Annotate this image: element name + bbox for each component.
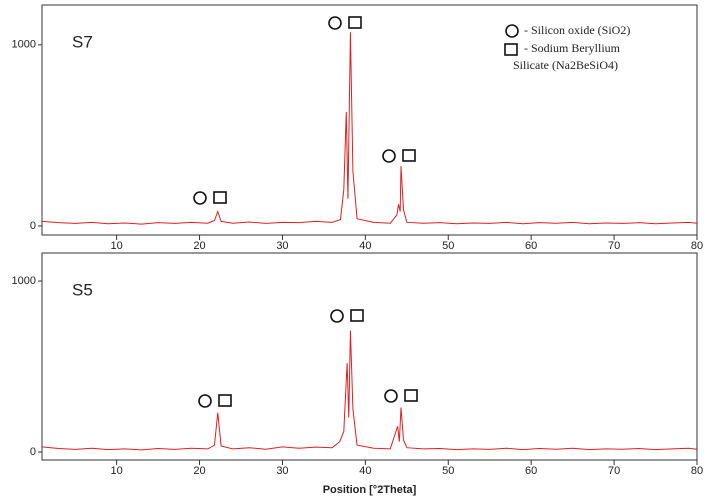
x-tick-label: 40 [359,240,371,252]
data-line [41,32,698,225]
x-tick-label: 30 [276,240,288,252]
panel-label: S5 [72,280,93,299]
x-tick-label: 50 [442,465,454,477]
y-tick-label: 0 [30,220,36,232]
x-tick-label: 10 [110,465,122,477]
data-line [41,330,698,451]
x-tick-label: 20 [193,465,205,477]
x-tick-label: 70 [608,465,620,477]
x-tick-label: 30 [276,465,288,477]
x-tick-label: 20 [193,240,205,252]
panel-label: S7 [72,32,93,51]
legend-text: - Sodium Beryllium [524,41,621,55]
peak-symbols [193,16,519,408]
x-tick-label: 40 [359,465,371,477]
x-axis-label: Position [°2Theta] [323,484,417,496]
x-tick-label: 60 [525,240,537,252]
y-tick-label: 0 [30,446,36,458]
x-tick-label: 70 [608,240,620,252]
legend-text: Silicate (Na2BeSiO4) [513,58,618,72]
x-tick-label: 80 [691,465,703,477]
legend-text: - Silicon oxide (SiO2) [524,23,630,37]
x-tick-label: 50 [442,240,454,252]
x-tick-label: 60 [525,465,537,477]
plot-frame [41,252,698,461]
x-tick-label: 10 [110,240,122,252]
x-tick-label: 80 [691,240,703,252]
plot-frame [41,4,698,236]
y-tick-label: 1000 [12,275,36,287]
y-tick-label: 1000 [12,39,36,51]
